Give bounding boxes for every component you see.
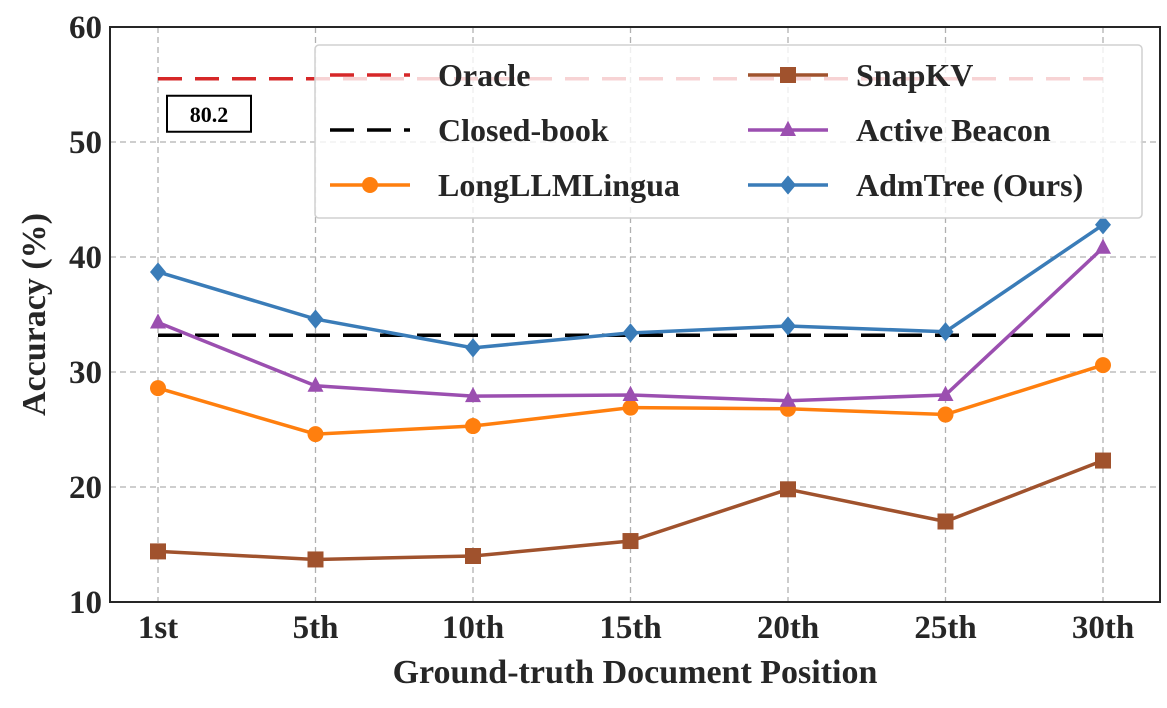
y-tick-label: 50 (69, 125, 102, 161)
data-point-admtree-ours (150, 262, 166, 282)
y-tick-label: 20 (69, 470, 102, 506)
data-point-active-beacon (780, 391, 796, 407)
data-point-admtree-ours (307, 309, 324, 329)
legend-marker (780, 175, 796, 195)
data-point-snapkv (465, 548, 481, 564)
legend-marker (780, 67, 796, 83)
data-point-longllmlingua (307, 426, 324, 443)
data-point-snapkv (150, 543, 166, 560)
y-axis-label: Accuracy (%) (16, 213, 53, 416)
legend-item-admtree-ours: AdmTree (Ours) (748, 167, 1083, 203)
data-point-admtree-ours (937, 322, 954, 342)
legend-label: Closed-book (438, 112, 609, 148)
legend-label: AdmTree (Ours) (856, 167, 1083, 203)
legend-item-longllmlingua: LongLLMLingua (330, 167, 680, 203)
series-admtree-ours (150, 215, 1111, 358)
data-point-snapkv (1095, 452, 1111, 469)
data-point-snapkv (937, 513, 954, 530)
data-point-active-beacon (465, 386, 481, 403)
data-point-longllmlingua (150, 380, 166, 397)
x-tick-label: 30th (1072, 610, 1134, 646)
data-point-admtree-ours (465, 338, 481, 358)
legend-item-snapkv: SnapKV (748, 57, 973, 93)
data-point-active-beacon (150, 313, 166, 329)
x-axis-label: Ground-truth Document Position (393, 654, 878, 691)
data-point-admtree-ours (622, 323, 639, 343)
legend: Oracle SnapKV Closed-book Active Beacon Long… (314, 44, 1143, 219)
legend-label: LongLLMLingua (438, 167, 680, 203)
y-tick-label: 40 (69, 240, 102, 276)
series-active-beacon (150, 238, 1111, 407)
data-point-longllmlingua (622, 399, 639, 416)
legend-marker (362, 177, 378, 193)
legend-item-closed-book: Closed-book (330, 112, 609, 148)
plot-frame (109, 26, 1161, 603)
y-tick-label: 60 (69, 10, 102, 46)
data-point-active-beacon (307, 376, 324, 392)
legend-item-oracle: Oracle (330, 57, 530, 93)
x-tick-label: 15th (599, 610, 661, 646)
data-point-longllmlingua (465, 418, 481, 435)
x-tick-label: 20th (757, 610, 819, 646)
legend-label: Active Beacon (856, 112, 1051, 148)
data-point-snapkv (622, 533, 639, 550)
oracle-annotation: 80.2 (166, 94, 252, 133)
x-tick-label: 5th (293, 610, 339, 646)
legend-item-active-beacon: Active Beacon (748, 112, 1051, 148)
legend-box (314, 44, 1143, 219)
data-point-admtree-ours (780, 316, 796, 336)
data-point-longllmlingua (937, 406, 954, 423)
legend-marker (780, 120, 796, 136)
y-tick-label: 10 (69, 585, 102, 621)
oracle-annotation-box (166, 94, 252, 133)
data-point-snapkv (780, 481, 796, 498)
y-tick-label: 30 (69, 355, 102, 391)
data-point-longllmlingua (1095, 357, 1111, 374)
oracle-annotation-text: 80.2 (190, 102, 229, 127)
series-group (150, 215, 1111, 568)
data-point-admtree-ours (1095, 215, 1111, 235)
x-tick-label: 25th (914, 610, 976, 646)
x-tick-label: 1st (138, 610, 178, 646)
data-point-active-beacon (937, 385, 954, 401)
legend-label: SnapKV (856, 57, 973, 93)
data-point-snapkv (307, 551, 324, 568)
data-point-active-beacon (622, 385, 639, 401)
series-snapkv (150, 452, 1111, 568)
x-tick-label: 10th (442, 610, 504, 646)
data-point-active-beacon (1095, 238, 1111, 254)
legend-label: Oracle (438, 57, 530, 93)
tick-labels: 1st 5th 10th 15th 20th 25th 30th 10 20 30 40 50 60 (69, 10, 1134, 646)
